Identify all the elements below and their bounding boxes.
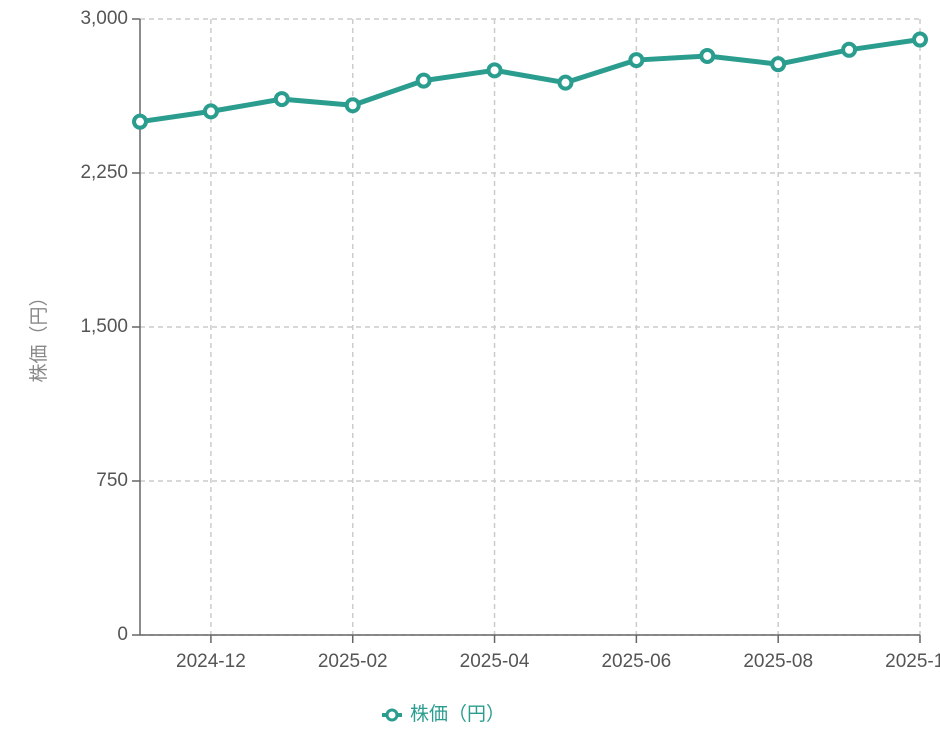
point: [628, 52, 645, 69]
x-tick-label: 2025-06: [601, 651, 671, 672]
y-axis-label: 株価（円）: [28, 287, 50, 382]
point: [344, 97, 361, 114]
x-tick-label: 2025-04: [460, 651, 530, 672]
legend-label: 株価（円）: [410, 703, 505, 725]
y-tick-label: 1,500: [80, 316, 128, 337]
legend-marker: [385, 708, 399, 722]
x-tick-label: 2025-02: [318, 651, 388, 672]
point: [841, 41, 858, 58]
y-tick-label: 0: [117, 624, 128, 645]
point: [912, 31, 928, 48]
point: [770, 56, 787, 73]
x-tick-label: 2024-12: [176, 651, 246, 672]
x-tick-label: 2025-10: [885, 651, 940, 672]
point: [415, 72, 432, 89]
point: [273, 91, 290, 108]
x-tick-label: 2025-08: [743, 651, 813, 672]
y-tick-label: 750: [96, 470, 128, 491]
point: [132, 113, 148, 130]
point: [557, 74, 574, 91]
point: [699, 47, 716, 64]
point: [486, 62, 503, 79]
point: [202, 103, 219, 120]
y-tick-label: 3,000: [80, 8, 128, 29]
line: [139, 37, 921, 125]
y-tick-label: 2,250: [80, 162, 128, 183]
